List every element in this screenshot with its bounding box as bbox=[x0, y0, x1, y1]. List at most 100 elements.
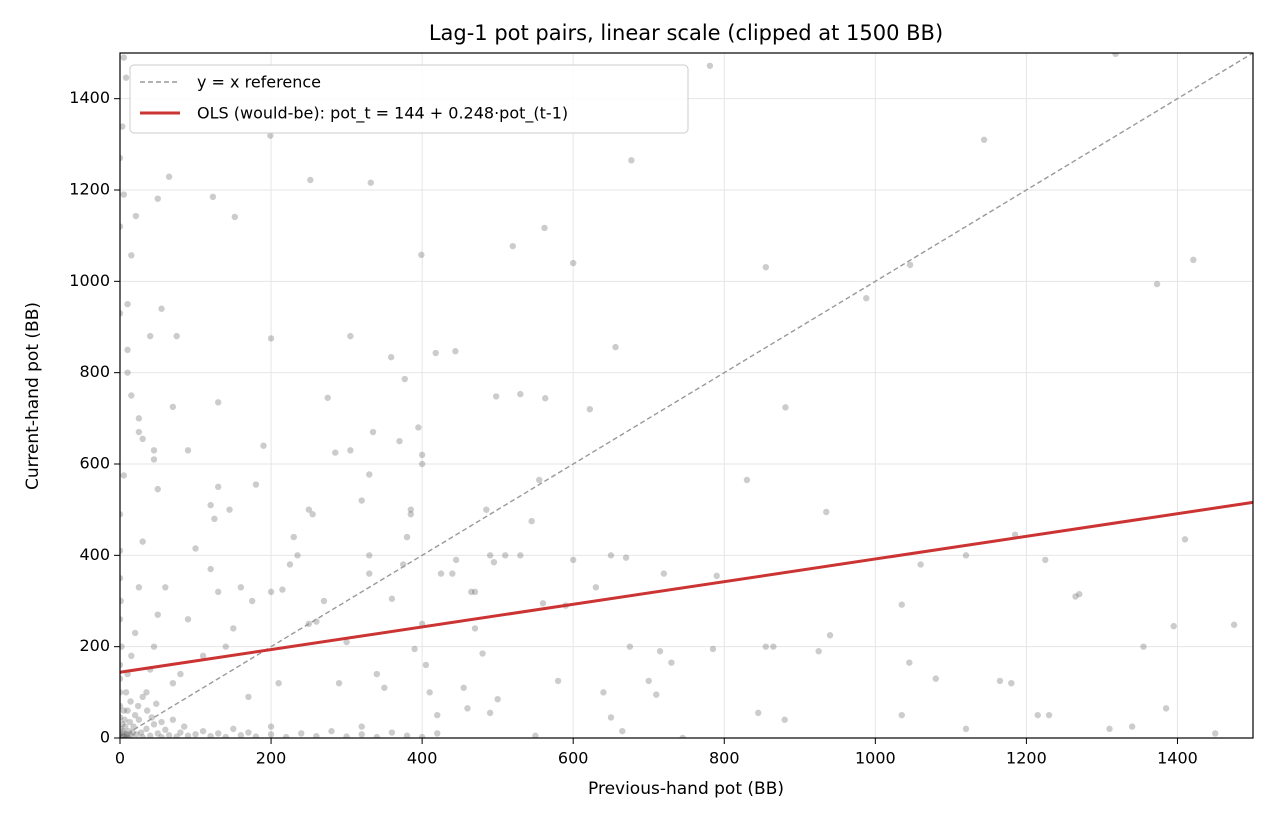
scatter-point bbox=[150, 456, 158, 463]
scatter-point bbox=[600, 689, 607, 696]
scatter-point bbox=[230, 625, 237, 632]
scatter-point bbox=[133, 731, 140, 738]
scatter-point bbox=[645, 677, 652, 685]
scatter-point bbox=[158, 718, 165, 726]
scatter-point bbox=[411, 645, 418, 653]
scatter-point bbox=[153, 700, 160, 707]
scatter-point bbox=[165, 732, 173, 738]
line bbox=[120, 53, 1253, 738]
scatter-point bbox=[782, 404, 789, 411]
scatter-point bbox=[668, 659, 675, 666]
scatter-point bbox=[906, 261, 914, 269]
scatter-point bbox=[452, 556, 460, 564]
scatter-point bbox=[770, 643, 777, 650]
y-tick-label: 0 bbox=[100, 728, 110, 747]
scatter-point bbox=[1106, 725, 1113, 733]
scatter-point bbox=[214, 483, 222, 491]
scatter-point bbox=[184, 732, 192, 738]
scatter-point bbox=[231, 213, 239, 221]
scatter-point bbox=[207, 732, 214, 738]
scatter-point bbox=[279, 586, 286, 593]
scatter-point bbox=[1212, 730, 1219, 737]
scatter-point bbox=[486, 709, 494, 717]
scatter-point bbox=[570, 259, 577, 267]
scatter-point bbox=[509, 242, 516, 250]
scatter-point bbox=[282, 733, 290, 738]
scatter-point bbox=[120, 310, 124, 317]
scatter-point bbox=[181, 723, 188, 730]
x-tick-label: 200 bbox=[256, 749, 287, 768]
scatter-point bbox=[347, 332, 354, 340]
scatter-point bbox=[143, 725, 150, 733]
scatter-point bbox=[126, 718, 134, 726]
scatter-point bbox=[628, 157, 635, 164]
scatter-point bbox=[135, 716, 143, 723]
scatter-point bbox=[128, 252, 135, 259]
scatter-point bbox=[124, 346, 131, 354]
x-tick-label: 1200 bbox=[1006, 749, 1047, 768]
scatter-point bbox=[124, 300, 131, 308]
scatter-point bbox=[366, 570, 373, 577]
scatter-point bbox=[388, 595, 396, 602]
scatter-point bbox=[660, 570, 668, 577]
scatter-point bbox=[619, 727, 626, 735]
x-tick-label: 400 bbox=[407, 749, 438, 768]
scatter-point bbox=[237, 732, 245, 738]
scatter-point bbox=[177, 729, 184, 736]
scatter-point bbox=[492, 393, 500, 400]
scatter-point bbox=[373, 670, 381, 678]
scatter-point bbox=[826, 632, 834, 639]
scatter-point bbox=[980, 136, 988, 143]
scatter-point bbox=[162, 584, 169, 591]
scatter-point bbox=[607, 552, 615, 559]
legend-box bbox=[129, 64, 689, 134]
chart-title: Lag-1 pot pairs, linear scale (clipped a… bbox=[429, 21, 943, 45]
scatter-point bbox=[1181, 536, 1189, 543]
scatter-point bbox=[494, 695, 501, 703]
y-tick-label: 600 bbox=[79, 454, 110, 473]
scatter-point bbox=[248, 597, 256, 605]
scatter-point bbox=[898, 601, 905, 608]
scatter-point bbox=[165, 173, 173, 180]
scatter-point bbox=[245, 693, 252, 701]
scatter-point bbox=[222, 733, 229, 738]
scatter-point bbox=[1008, 680, 1015, 687]
scatter-point bbox=[154, 730, 161, 737]
scatter-point bbox=[418, 251, 425, 259]
scatter-point bbox=[309, 511, 316, 518]
scatter-point bbox=[120, 661, 124, 669]
scatter-point bbox=[743, 476, 751, 484]
scatter-point bbox=[139, 435, 146, 443]
scatter-point bbox=[1042, 556, 1049, 564]
scatter-point bbox=[120, 721, 126, 728]
scatter-point bbox=[192, 545, 199, 552]
x-tick-label: 0 bbox=[115, 749, 125, 768]
scatter-point bbox=[490, 558, 498, 566]
scatter-point bbox=[532, 732, 539, 738]
scatter-point bbox=[122, 723, 129, 730]
scatter-point bbox=[294, 552, 301, 559]
scatter-point bbox=[1072, 593, 1079, 600]
scatter-point bbox=[863, 295, 870, 302]
scatter-point bbox=[267, 731, 275, 738]
scatter-point bbox=[713, 572, 720, 580]
scatter-point bbox=[132, 212, 140, 220]
scatter-point bbox=[267, 132, 274, 139]
scatter-point bbox=[120, 616, 124, 623]
scatter-point bbox=[407, 506, 415, 513]
scatter-point bbox=[1190, 256, 1197, 264]
scatter-point bbox=[418, 733, 426, 738]
scatter-point bbox=[120, 689, 124, 696]
scatter-point bbox=[517, 552, 524, 559]
scatter-point bbox=[128, 652, 135, 659]
scatter-point bbox=[369, 428, 377, 436]
scatter-point bbox=[612, 343, 619, 351]
scatter-point bbox=[120, 511, 124, 518]
scatter-point bbox=[147, 732, 154, 738]
scatter-point bbox=[1034, 711, 1041, 719]
scatter-point bbox=[343, 733, 350, 738]
scatter-point bbox=[401, 375, 408, 383]
x-tick-label: 600 bbox=[558, 749, 589, 768]
x-tick-label: 1000 bbox=[855, 749, 896, 768]
